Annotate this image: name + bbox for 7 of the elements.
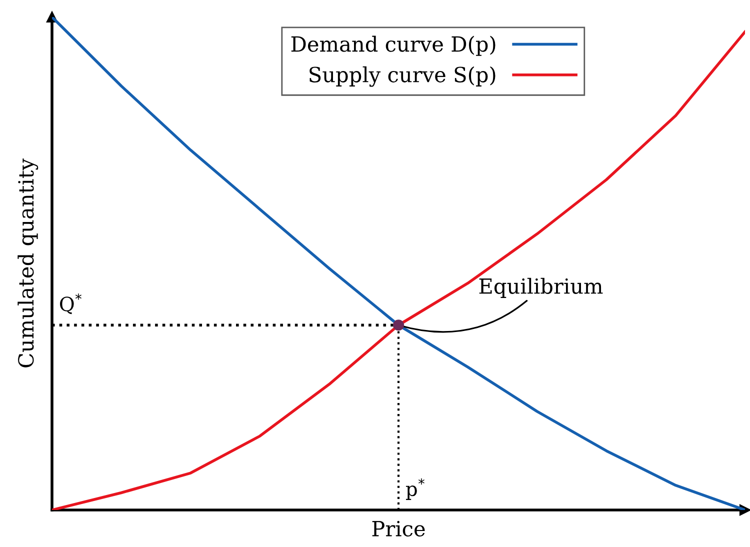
legend-label: Supply curve S(p) (310, 66, 496, 87)
legend-label: Demand curve D(p) (291, 36, 496, 56)
y-axis-title: Cumulated quantity (18, 158, 38, 368)
annotation: Equilibrium (479, 278, 603, 298)
ref-line-label: Q$^{*}$ (60, 294, 82, 314)
annotation: p$^{*}$ (406, 478, 424, 500)
x-axis-title: Price (372, 520, 425, 537)
